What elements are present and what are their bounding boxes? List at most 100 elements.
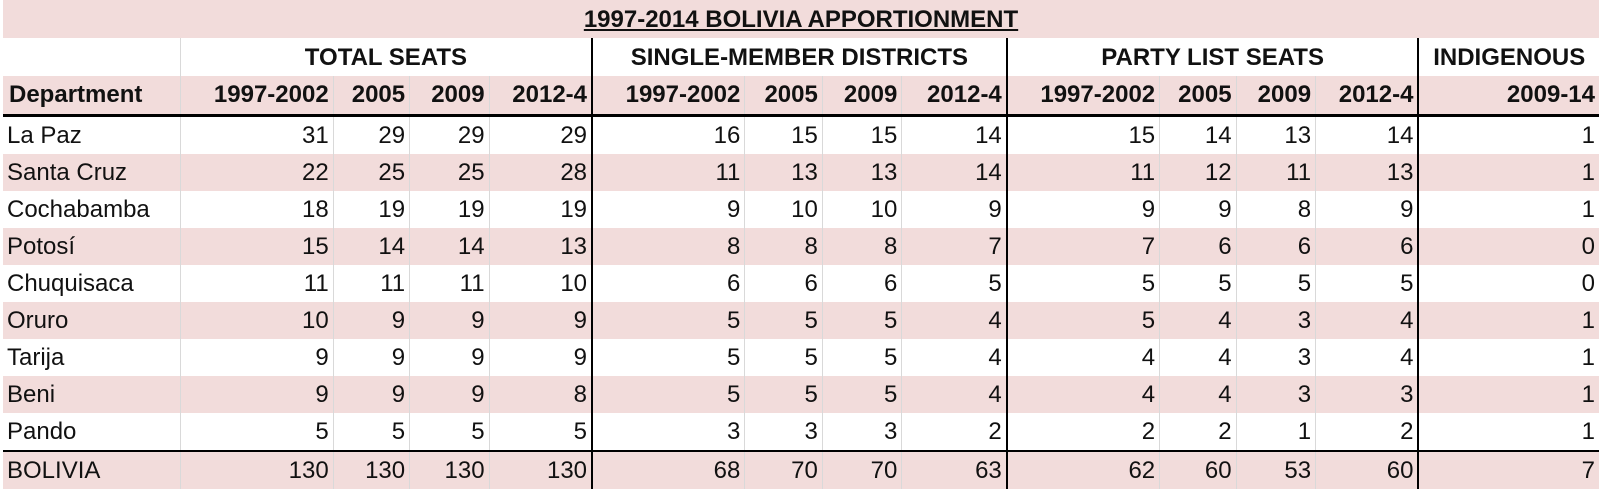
single-seats-cell: 9 xyxy=(901,190,1008,228)
party-seats-cell: 4 xyxy=(1006,338,1161,376)
single-seats-cell: 10 xyxy=(744,190,823,228)
indigenous-seats-cell: 0 xyxy=(1418,227,1599,265)
total-seats-cell: 29 xyxy=(489,115,594,154)
party-seats-cell: 6 xyxy=(1315,227,1420,265)
group-header-row: TOTAL SEATS SINGLE-MEMBER DISTRICTS PART… xyxy=(3,38,1599,76)
total-seats-cell: 9 xyxy=(180,338,334,376)
party-seats-cell: 9 xyxy=(1159,190,1237,228)
table-title: 1997-2014 BOLIVIA APPORTIONMENT xyxy=(583,5,1019,33)
party-seats-cell: 12 xyxy=(1159,153,1237,191)
party-seats-cell: 9 xyxy=(1006,190,1161,228)
department-cell: Tarija xyxy=(3,338,181,376)
party-seats-cell: 15 xyxy=(1006,115,1161,154)
single-seats-cell: 70 xyxy=(744,449,823,489)
total-seats-cell: 130 xyxy=(489,449,594,489)
party-seats-cell: 14 xyxy=(1159,115,1237,154)
column-header-party-2005: 2005 xyxy=(1159,76,1237,117)
single-seats-cell: 4 xyxy=(901,375,1008,413)
total-seats-cell: 19 xyxy=(489,190,594,228)
title-row: 1997-2014 BOLIVIA APPORTIONMENT xyxy=(3,0,1599,38)
party-seats-cell: 2 xyxy=(1006,412,1161,451)
party-seats-cell: 11 xyxy=(1006,153,1161,191)
table-row: Chuquisaca 11 11 11 10 6 6 6 5 5 5 5 5 0 xyxy=(3,264,1599,302)
party-seats-cell: 5 xyxy=(1006,301,1161,339)
column-header-party-2012-4: 2012-4 xyxy=(1315,76,1420,117)
total-seats-cell: 31 xyxy=(180,115,334,154)
table-row: Oruro 10 9 9 9 5 5 5 4 5 4 3 4 1 xyxy=(3,301,1599,339)
total-seats-cell: 11 xyxy=(333,264,411,302)
party-seats-cell: 6 xyxy=(1236,227,1317,265)
party-seats-cell: 13 xyxy=(1236,115,1317,154)
table-row: Santa Cruz 22 25 25 28 11 13 13 14 11 12 11 13 1 xyxy=(3,153,1599,191)
total-seats-cell: 130 xyxy=(409,449,490,489)
total-seats-cell: 19 xyxy=(333,190,411,228)
indigenous-seats-cell: 1 xyxy=(1418,190,1599,228)
column-header-total-1997-2002: 1997-2002 xyxy=(180,76,334,117)
party-seats-cell: 5 xyxy=(1159,264,1237,302)
total-seats-cell: 28 xyxy=(489,153,594,191)
party-seats-cell: 4 xyxy=(1006,375,1161,413)
single-seats-cell: 5 xyxy=(592,338,746,376)
single-seats-cell: 6 xyxy=(592,264,746,302)
single-seats-cell: 5 xyxy=(822,338,903,376)
party-seats-cell: 2 xyxy=(1159,412,1237,451)
single-seats-cell: 8 xyxy=(822,227,903,265)
single-seats-cell: 15 xyxy=(822,115,903,154)
single-seats-cell: 68 xyxy=(592,449,746,489)
total-seats-cell: 14 xyxy=(333,227,411,265)
party-seats-cell: 6 xyxy=(1159,227,1237,265)
party-seats-cell: 3 xyxy=(1315,375,1420,413)
table-row: Tarija 9 9 9 9 5 5 5 4 4 4 3 4 1 xyxy=(3,338,1599,376)
column-header-row: Department 1997-2002 2005 2009 2012-4 19… xyxy=(3,76,1599,117)
total-seats-cell: 9 xyxy=(409,338,490,376)
party-seats-cell: 5 xyxy=(1315,264,1420,302)
party-seats-cell: 60 xyxy=(1315,449,1420,489)
total-seats-cell: 22 xyxy=(180,153,334,191)
single-seats-cell: 3 xyxy=(592,412,746,451)
total-seats-cell: 5 xyxy=(409,412,490,451)
total-seats-cell: 9 xyxy=(489,338,594,376)
total-seats-cell: 5 xyxy=(489,412,594,451)
party-seats-cell: 7 xyxy=(1006,227,1161,265)
table-row: Pando 5 5 5 5 3 3 3 2 2 2 1 2 1 xyxy=(3,412,1599,451)
indigenous-seats-cell: 0 xyxy=(1418,264,1599,302)
party-seats-cell: 62 xyxy=(1006,449,1161,489)
column-header-single-2012-4: 2012-4 xyxy=(901,76,1008,117)
department-cell: Oruro xyxy=(3,301,181,339)
single-seats-cell: 10 xyxy=(822,190,903,228)
total-seats-cell: 15 xyxy=(180,227,334,265)
single-seats-cell: 13 xyxy=(744,153,823,191)
group-header-blank xyxy=(3,38,181,76)
total-seats-cell: 9 xyxy=(409,301,490,339)
single-seats-cell: 70 xyxy=(822,449,903,489)
total-seats-cell: 5 xyxy=(180,412,334,451)
indigenous-seats-cell: 7 xyxy=(1418,449,1599,489)
single-seats-cell: 5 xyxy=(592,301,746,339)
party-seats-cell: 8 xyxy=(1236,190,1317,228)
table-row: Beni 9 9 9 8 5 5 5 4 4 4 3 3 1 xyxy=(3,375,1599,413)
department-cell: Santa Cruz xyxy=(3,153,181,191)
total-seats-cell: 130 xyxy=(333,449,411,489)
party-seats-cell: 4 xyxy=(1315,338,1420,376)
table-title-cell: 1997-2014 BOLIVIA APPORTIONMENT xyxy=(3,0,1599,38)
single-seats-cell: 6 xyxy=(822,264,903,302)
party-seats-cell: 3 xyxy=(1236,375,1317,413)
total-seats-cell: 25 xyxy=(409,153,490,191)
total-seats-cell: 13 xyxy=(489,227,594,265)
total-seats-cell: 10 xyxy=(489,264,594,302)
total-seats-cell: 130 xyxy=(180,449,334,489)
group-header-indigenous: INDIGENOUS xyxy=(1418,38,1599,76)
party-seats-cell: 11 xyxy=(1236,153,1317,191)
total-seats-cell: 14 xyxy=(409,227,490,265)
party-seats-cell: 4 xyxy=(1159,375,1237,413)
single-seats-cell: 7 xyxy=(901,227,1008,265)
party-seats-cell: 2 xyxy=(1315,412,1420,451)
group-header-total-seats: TOTAL SEATS xyxy=(180,38,594,76)
total-seats-cell: 11 xyxy=(409,264,490,302)
single-seats-cell: 5 xyxy=(822,301,903,339)
department-cell: Cochabamba xyxy=(3,190,181,228)
party-seats-cell: 5 xyxy=(1006,264,1161,302)
total-seats-cell: 18 xyxy=(180,190,334,228)
department-cell: Chuquisaca xyxy=(3,264,181,302)
